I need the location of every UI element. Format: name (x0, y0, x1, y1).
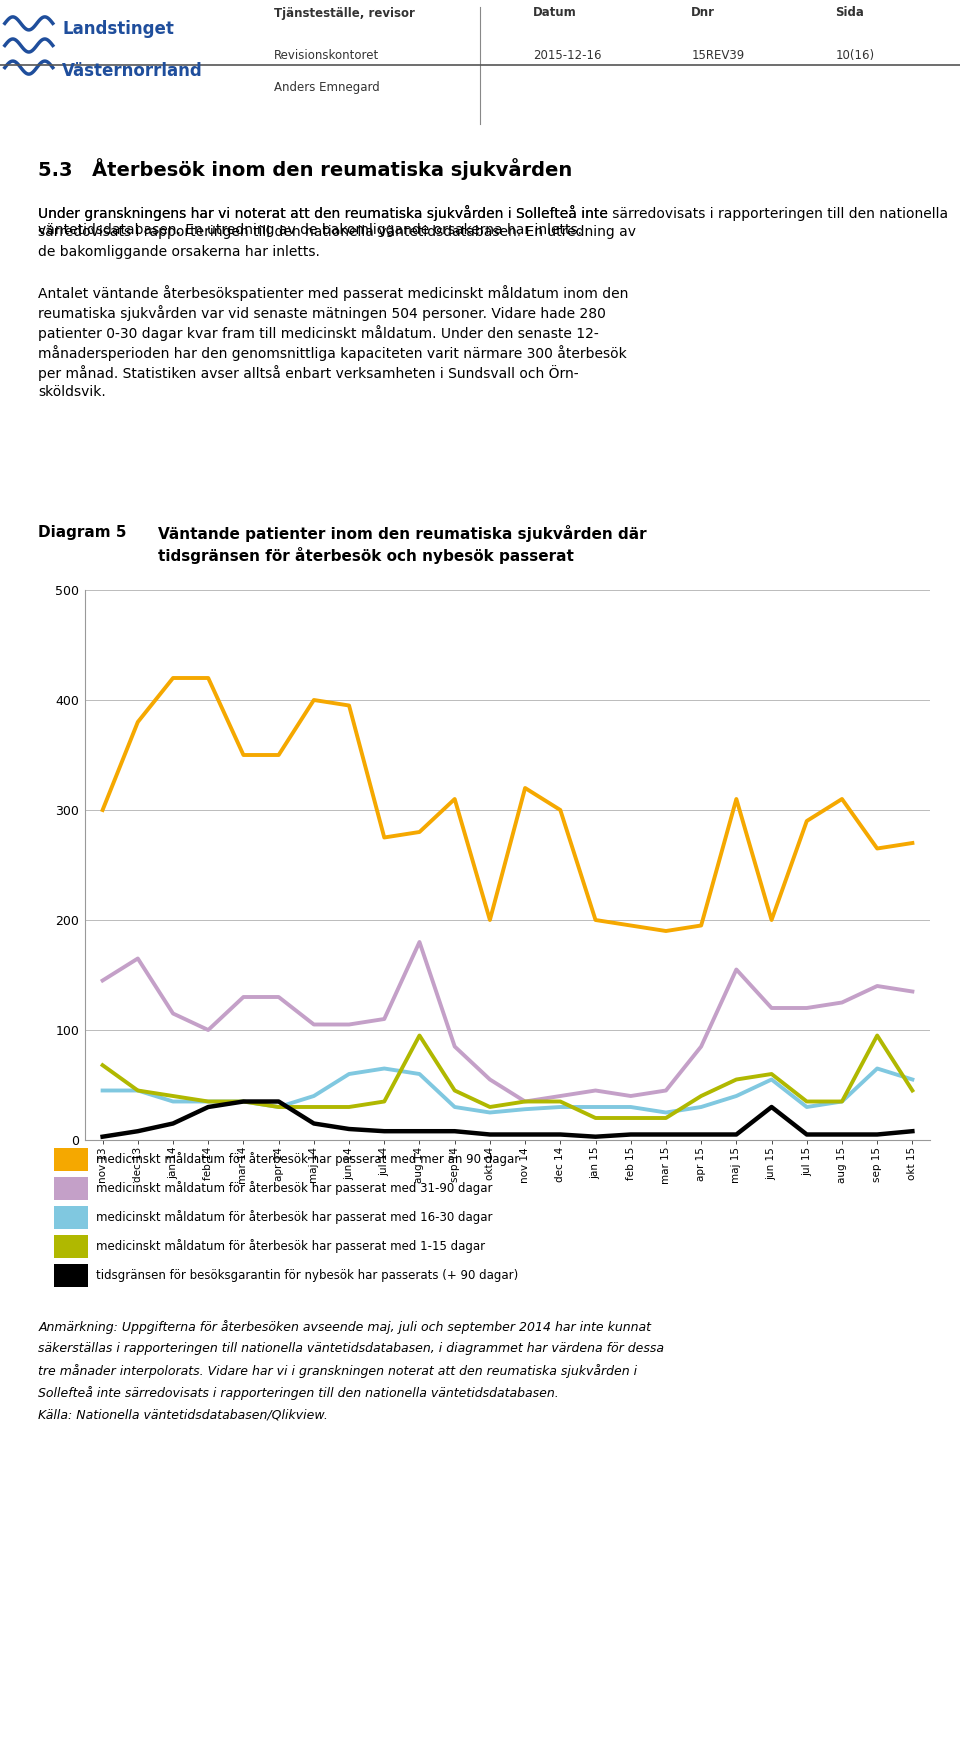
Text: reumatiska sjukvården var vid senaste mätningen 504 personer. Vidare hade 280: reumatiska sjukvården var vid senaste mä… (38, 306, 607, 321)
Text: Anders Emnegard: Anders Emnegard (274, 80, 379, 94)
Text: Väntande patienter inom den reumatiska sjukvården där: Väntande patienter inom den reumatiska s… (158, 526, 647, 542)
Text: 10(16): 10(16) (835, 49, 875, 63)
Text: Sida: Sida (835, 7, 864, 19)
Text: Västernorrland: Västernorrland (62, 63, 204, 80)
Text: Under granskningens har vi noterat att den reumatiska sjukvården i Sollefteå int: Under granskningens har vi noterat att d… (38, 204, 609, 220)
Text: tre månader interpolorats. Vidare har vi i granskningen noterat att den reumatis: tre månader interpolorats. Vidare har vi… (38, 1364, 637, 1378)
FancyBboxPatch shape (55, 1235, 88, 1258)
Text: medicinskt måldatum för återbesök har passerat med mer än 90 dagar: medicinskt måldatum för återbesök har pa… (96, 1153, 519, 1167)
FancyBboxPatch shape (55, 1177, 88, 1200)
Text: sköldsvik.: sköldsvik. (38, 384, 107, 398)
Text: särredovisats i rapporteringen till den nationella väntetidsdatabasen. En utredn: särredovisats i rapporteringen till den … (38, 225, 636, 239)
Text: Anmärkning: Uppgifterna för återbesöken avseende maj, juli och september 2014 ha: Anmärkning: Uppgifterna för återbesöken … (38, 1321, 652, 1335)
Text: Källa: Nationella väntetidsdatabasen/Qlikview.: Källa: Nationella väntetidsdatabasen/Qli… (38, 1408, 328, 1420)
Text: medicinskt måldatum för återbesök har passerat med 16-30 dagar: medicinskt måldatum för återbesök har pa… (96, 1211, 492, 1225)
Text: Datum: Datum (533, 7, 577, 19)
Text: per månad. Statistiken avser alltså enbart verksamheten i Sundsvall och Örn-: per månad. Statistiken avser alltså enba… (38, 365, 579, 381)
Text: medicinskt måldatum för återbesök har passerat med 1-15 dagar: medicinskt måldatum för återbesök har pa… (96, 1240, 485, 1254)
Text: Diagram 5: Diagram 5 (38, 526, 127, 540)
Text: de bakomliggande orsakerna har inletts.: de bakomliggande orsakerna har inletts. (38, 245, 321, 259)
FancyBboxPatch shape (55, 1205, 88, 1230)
Text: Dnr: Dnr (691, 7, 715, 19)
Text: Sollefteå inte särredovisats i rapporteringen till den nationella väntetidsdatab: Sollefteå inte särredovisats i rapporter… (38, 1385, 559, 1399)
Text: månadersperioden har den genomsnittliga kapaciteten varit närmare 300 återbesök: månadersperioden har den genomsnittliga … (38, 344, 627, 362)
Text: Landstinget: Landstinget (62, 19, 175, 37)
Text: Antalet väntande återbesökspatienter med passerat medicinskt måldatum inom den: Antalet väntande återbesökspatienter med… (38, 285, 629, 300)
Text: 5.3 Återbesök inom den reumatiska sjukvården: 5.3 Återbesök inom den reumatiska sjukvå… (38, 157, 573, 180)
Text: tidsgränsen för återbesök och nybesök passerat: tidsgränsen för återbesök och nybesök pa… (158, 547, 574, 564)
Text: tidsgränsen för besöksgarantin för nybesök har passerats (+ 90 dagar): tidsgränsen för besöksgarantin för nybes… (96, 1268, 518, 1282)
Text: Tjänsteställe, revisor: Tjänsteställe, revisor (274, 7, 415, 19)
Text: säkerställas i rapporteringen till nationella väntetidsdatabasen, i diagrammet h: säkerställas i rapporteringen till natio… (38, 1342, 664, 1356)
FancyBboxPatch shape (55, 1263, 88, 1288)
FancyBboxPatch shape (55, 1148, 88, 1170)
Text: Under granskningens har vi noterat att den reumatiska sjukvården i Sollefteå int: Under granskningens har vi noterat att d… (38, 204, 948, 238)
Text: Revisionskontoret: Revisionskontoret (274, 49, 379, 63)
Text: 2015-12-16: 2015-12-16 (533, 49, 601, 63)
Text: medicinskt måldatum för återbesök har passerat med 31-90 dagar: medicinskt måldatum för återbesök har pa… (96, 1181, 492, 1195)
Text: 15REV39: 15REV39 (691, 49, 744, 63)
Text: patienter 0-30 dagar kvar fram till medicinskt måldatum. Under den senaste 12-: patienter 0-30 dagar kvar fram till medi… (38, 325, 599, 341)
